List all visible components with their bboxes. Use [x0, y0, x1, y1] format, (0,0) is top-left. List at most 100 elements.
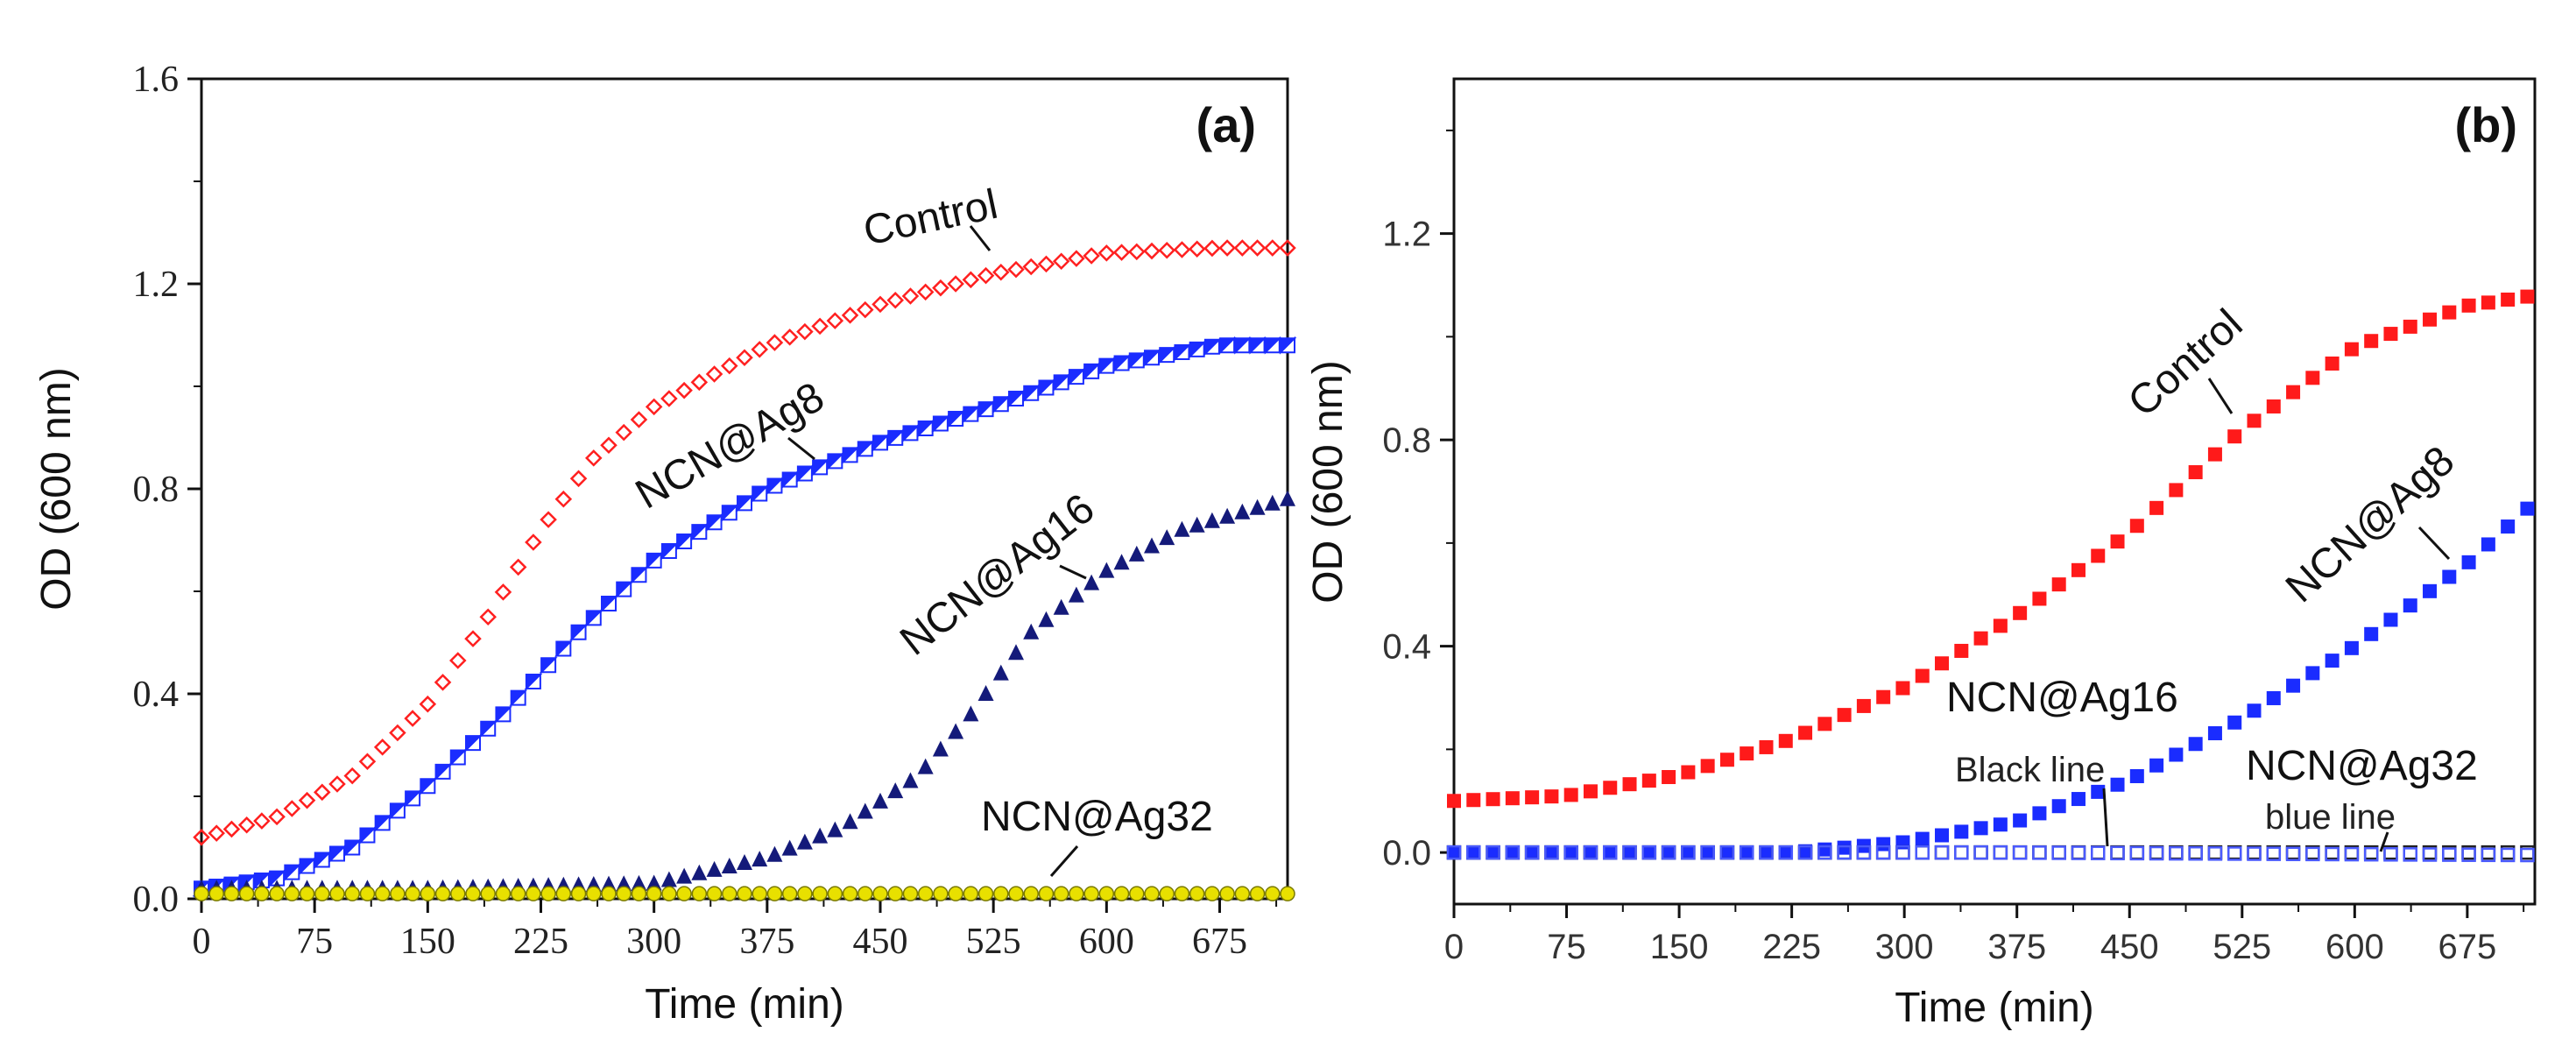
panel-a-ncn-ag8-arrow: [787, 436, 815, 461]
panel-a-series-ncn-ag8-point-half: [418, 776, 436, 795]
panel-b-series-ncn-ag32-point: [1817, 845, 1832, 860]
panel-a-series-ncn-ag16-point: [1219, 507, 1236, 524]
panel-b-series-control-point: [2071, 562, 2086, 577]
panel-a-series-ncn-ag16-point: [752, 851, 768, 867]
panel-a-series-ncn-ag8-point-half: [961, 405, 979, 422]
panel-b-series-ncn-ag32-point: [2051, 845, 2066, 860]
panel-a-series-ncn-ag8-point-half: [463, 733, 481, 752]
panel-b-series-control-point: [1603, 781, 1618, 795]
panel-a-series-control-point: [977, 266, 995, 285]
panel-a-series-control-point: [932, 279, 949, 297]
panel-b-series-control: [1447, 289, 2535, 809]
panel-a-x-tick-label: 150: [400, 922, 455, 962]
panel-b-series-ncn-ag32-point: [2188, 845, 2203, 861]
panel-b-series-control-point: [2013, 605, 2028, 620]
panel-a-series-ncn-ag8-point-half: [1127, 350, 1145, 369]
panel-a-series-ncn-ag32-point: [329, 886, 345, 901]
panel-a-series-ncn-ag32-point: [194, 886, 209, 901]
panel-a-series-ncn-ag8-point-half: [1188, 340, 1205, 357]
panel-a-series-ncn-ag8-point-half: [1263, 336, 1281, 354]
panel-a-series-ncn-ag8-point-half: [524, 672, 541, 689]
panel-b-series-control-point: [1817, 717, 1832, 731]
panel-b-series-control-point: [2344, 342, 2359, 357]
panel-a-series-control-point: [389, 724, 406, 742]
panel-a-series-ncn-ag8-point-half: [478, 719, 497, 737]
panel-b-plot-frame: [1452, 77, 2537, 906]
panel-a-series-ncn-ag8-point-half: [735, 493, 752, 512]
panel-a-data-marks: [192, 239, 1297, 901]
panel-b-series-ncn-ag8-point: [1915, 831, 1930, 846]
panel-b-series-control-point: [2461, 298, 2476, 313]
panel-a-label: (a): [1196, 97, 1256, 152]
panel-a-series-ncn-ag32-point: [917, 886, 934, 901]
panel-b-series-control-point: [2286, 385, 2301, 399]
panel-a-series-control-point: [1158, 242, 1175, 259]
panel-b-series-ncn-ag32-point: [2091, 845, 2106, 860]
panel-b-series-ncn-ag32-point: [1524, 845, 1540, 860]
panel-a-series-ncn-ag16-point: [992, 664, 1009, 681]
panel-b-series-ncn-ag8-point: [1935, 828, 1950, 843]
panel-a-series-ncn-ag8-point-half: [841, 445, 858, 463]
panel-b-series-ncn-ag8-point: [1486, 845, 1500, 860]
panel-a-series-ncn-ag16-point: [857, 802, 873, 819]
panel-a-series-ncn-ag16-point: [1053, 598, 1069, 615]
panel-b-series-control-point: [1759, 739, 1774, 754]
panel-b-series-ncn-ag32: [1446, 845, 2535, 863]
panel-a-series-control-point: [540, 511, 557, 528]
panel-b-series-control-point: [1876, 689, 1891, 704]
panel-b-series-ncn-ag8-point: [1603, 845, 1618, 860]
panel-b-black-line-arrow: [2102, 788, 2109, 847]
panel-a-series-ncn-ag8-point-half: [403, 788, 421, 807]
panel-a-series-control-point: [615, 423, 632, 442]
panel-b-series-ncn-ag32-point: [2403, 847, 2417, 862]
panel-a-series-ncn-ag8-point-half: [388, 801, 406, 819]
panel-a-series-ncn-ag32-point: [1159, 886, 1175, 901]
panel-a-series-control-point: [1083, 247, 1100, 265]
panel-a-series-ncn-ag32-point: [631, 886, 647, 901]
panel-b-series-ncn-ag8-point: [1973, 821, 1988, 836]
panel-b-series-control-point: [1447, 794, 1461, 809]
panel-a-series-ncn-ag16-point: [1083, 574, 1100, 590]
panel-a-series-control-point: [1279, 239, 1296, 257]
panel-a-series-ncn-ag32-point: [827, 886, 843, 901]
panel-a-series-control-point: [630, 411, 648, 428]
panel-a-series-control-point: [283, 800, 301, 817]
panel-b-series-ncn-ag32-point: [1895, 845, 1910, 860]
panel-b-series-control-point: [1505, 791, 1520, 806]
panel-a-series-control-point: [404, 710, 421, 727]
panel-b-series-ncn-ag32-point: [2422, 847, 2438, 862]
panel-b-series-ncn-ag32-point: [1954, 845, 1969, 860]
panel-a-series-ncn-ag8-point-half: [645, 551, 662, 569]
panel-a-series-ncn-ag16-point: [796, 833, 813, 850]
panel-b-series-control-point: [1719, 753, 1734, 767]
panel-a-series-control-point: [947, 275, 964, 293]
panel-b-series-control-point: [2110, 534, 2125, 549]
panel-b-series-ncn-ag16-point: [1993, 845, 2008, 860]
panel-b-series-ncn-ag16-point: [2012, 845, 2028, 860]
panel-b-series-ncn-ag32-point: [2071, 845, 2086, 860]
panel-a-ncn-ag16-arrow: [1059, 564, 1087, 580]
panel-a-series-control-point: [569, 470, 588, 488]
panel-a-series-control-point: [1143, 242, 1161, 260]
panel-a-series-ncn-ag32-point: [570, 886, 587, 901]
panel-a-series-control: [193, 239, 1296, 846]
panel-b-label: (b): [2454, 97, 2517, 152]
panel-a-series-ncn-ag32-point: [691, 886, 708, 901]
panel-b-series-ncn-ag32-point: [1993, 845, 2008, 860]
panel-a-series-ncn-ag32-point: [495, 886, 512, 901]
panel-a-series-control-point: [494, 583, 512, 601]
panel-b-series-ncn-ag32-point: [2383, 847, 2398, 862]
panel-a-series-ncn-ag8-point-half: [1232, 336, 1251, 354]
panel-b-data-marks: [1446, 289, 2535, 863]
panel-a-series-ncn-ag32-point: [450, 886, 466, 901]
panel-a-series-control-point: [1022, 258, 1040, 276]
panel-a-series-ncn-ag32-point: [797, 886, 813, 901]
panel-a-y-tick-label: 0.0: [133, 880, 180, 920]
panel-a-series-ncn-ag8-point-half: [780, 470, 798, 488]
panel-a-series-ncn-ag32-point: [1234, 886, 1251, 901]
panel-a-annotation-ncn-ag8: NCN@Ag8: [628, 374, 832, 519]
panel-b-series-ncn-ag32-point: [2207, 846, 2223, 861]
panel-b-y-axis-title: OD (600 nm): [1305, 360, 1352, 603]
panel-a-series-control-point: [901, 287, 920, 305]
panel-b-series-control-point: [1466, 793, 1481, 808]
